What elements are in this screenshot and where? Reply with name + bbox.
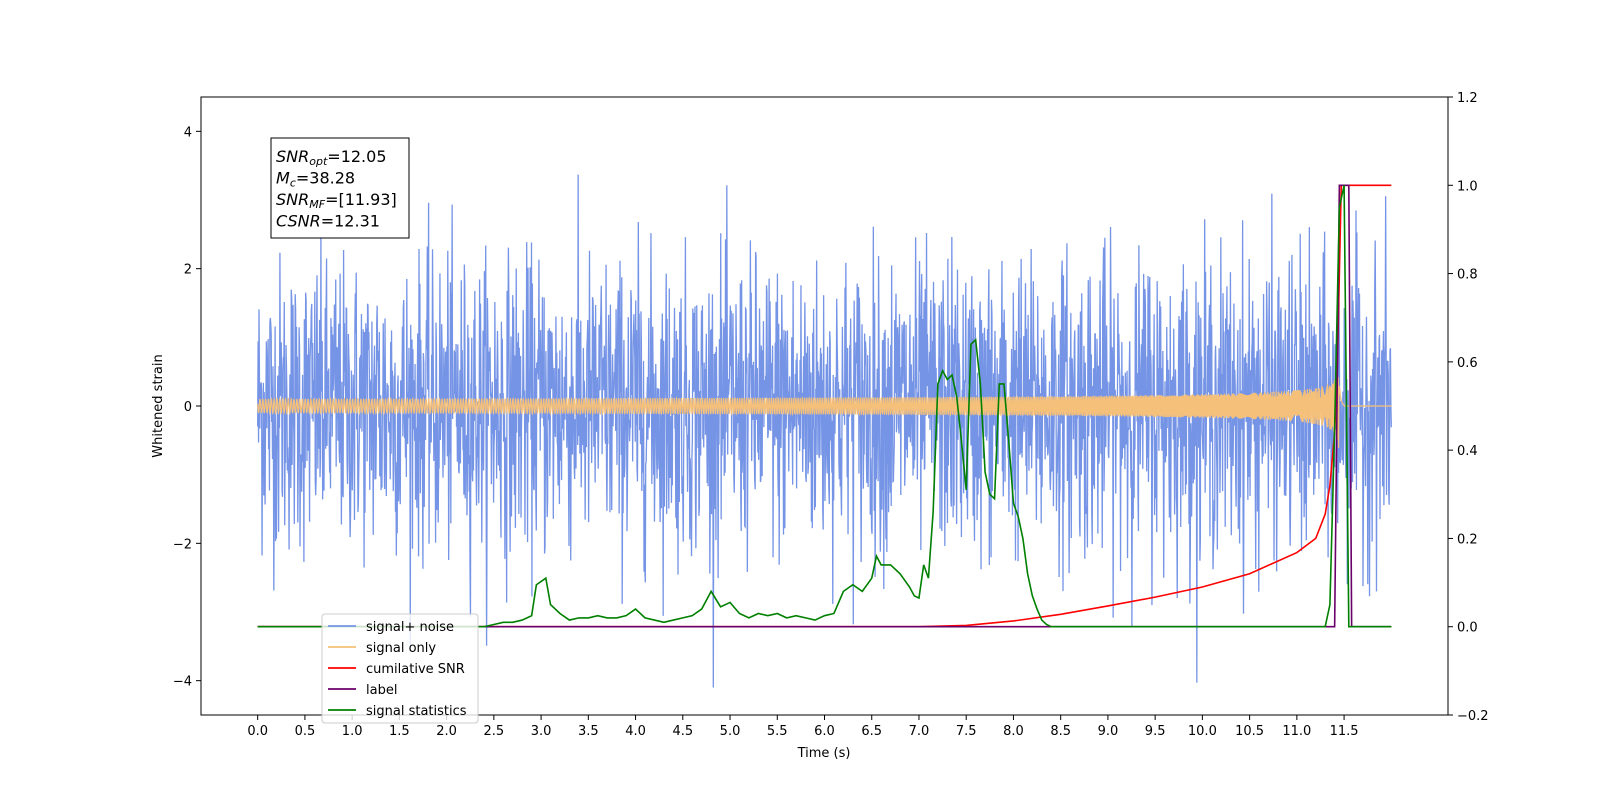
y2-tick-label: 0.8 bbox=[1457, 268, 1478, 283]
y-axis-left: −4 −2 0 2 4 bbox=[173, 125, 201, 690]
x-tick-label: 4.0 bbox=[625, 724, 646, 739]
annotation-value: =12.05 bbox=[327, 147, 386, 166]
x-tick-label: 10.5 bbox=[1235, 724, 1264, 739]
y-tick-label: −4 bbox=[173, 675, 192, 690]
x-tick-label: 7.5 bbox=[956, 724, 977, 739]
y-axis-label: Whitened strain bbox=[151, 354, 166, 457]
legend-label: label bbox=[366, 683, 397, 698]
y-tick-label: −2 bbox=[173, 537, 192, 552]
x-tick-label: 9.5 bbox=[1145, 724, 1166, 739]
legend-label: signal statistics bbox=[366, 704, 467, 719]
x-tick-label: 6.0 bbox=[814, 724, 835, 739]
y-axis-right: −0.2 0.0 0.2 0.4 0.6 0.8 1.0 1.2 bbox=[1448, 91, 1489, 724]
legend-label: signal only bbox=[366, 641, 436, 656]
annotation-frame bbox=[270, 137, 410, 239]
x-tick-label: 1.0 bbox=[342, 724, 363, 739]
x-tick-label: 4.5 bbox=[672, 724, 693, 739]
x-tick-label: 3.5 bbox=[578, 724, 599, 739]
series-signal-statistics-line bbox=[257, 185, 1392, 628]
y2-tick-label: 0.4 bbox=[1457, 444, 1478, 459]
annotation-subscript: opt bbox=[309, 155, 328, 168]
x-tick-label: 2.5 bbox=[484, 724, 505, 739]
x-axis-label: Time (s) bbox=[797, 746, 851, 761]
plot-area bbox=[257, 174, 1392, 688]
x-tick-label: 6.5 bbox=[861, 724, 882, 739]
x-tick-label: 5.0 bbox=[720, 724, 741, 739]
x-tick-label: 11.5 bbox=[1330, 724, 1359, 739]
stats-annotation-box: SNRopt=12.05Mc=38.28SNRMF=[11.93]CSNR=12… bbox=[270, 137, 410, 239]
x-tick-label: 2.0 bbox=[436, 724, 457, 739]
x-tick-label: 0.0 bbox=[247, 724, 268, 739]
x-tick-label: 7.0 bbox=[909, 724, 930, 739]
y2-tick-label: 0.6 bbox=[1457, 356, 1478, 371]
x-tick-label: 1.5 bbox=[389, 724, 410, 739]
annotation-symbol: SNR bbox=[276, 147, 309, 166]
x-tick-label: 5.5 bbox=[767, 724, 788, 739]
annotation-line: SNRopt=12.05 bbox=[276, 147, 387, 168]
legend: signal+ noise signal only cumilative SNR la… bbox=[321, 613, 479, 724]
y2-tick-label: 0.0 bbox=[1457, 621, 1478, 636]
x-tick-label: 8.0 bbox=[1003, 724, 1024, 739]
annotation-line: SNRMF=[11.93] bbox=[276, 190, 397, 211]
y2-tick-label: −0.2 bbox=[1457, 709, 1489, 724]
x-tick-label: 3.0 bbox=[531, 724, 552, 739]
x-axis: 0.0 0.5 1.0 1.5 2.0 2.5 3.0 3.5 4.0 4.5 5.0 5.5 6.0 6… bbox=[247, 715, 1359, 739]
y-tick-label: 4 bbox=[184, 125, 192, 140]
legend-label: cumilative SNR bbox=[366, 662, 465, 677]
annotation-subscript: c bbox=[290, 177, 296, 190]
y2-tick-label: 1.0 bbox=[1457, 179, 1478, 194]
annotation-symbol: M bbox=[276, 169, 290, 188]
y-tick-label: 0 bbox=[184, 400, 192, 415]
annotation-subscript: MF bbox=[309, 198, 325, 211]
annotation-symbol: CSNR bbox=[276, 212, 321, 231]
annotation-value: =12.31 bbox=[321, 212, 380, 231]
series-signal-only-line bbox=[257, 377, 1392, 448]
annotation-value: =[11.93] bbox=[325, 190, 397, 209]
legend-frame bbox=[321, 613, 479, 724]
annotation-line: Mc=38.28 bbox=[276, 169, 355, 190]
y2-tick-label: 1.2 bbox=[1457, 91, 1478, 106]
y2-tick-label: 0.2 bbox=[1457, 532, 1478, 547]
annotation-value: =38.28 bbox=[296, 169, 355, 188]
x-tick-label: 9.0 bbox=[1098, 724, 1119, 739]
annotation-symbol: SNR bbox=[276, 190, 309, 209]
y-tick-label: 2 bbox=[184, 263, 192, 278]
x-tick-label: 11.0 bbox=[1282, 724, 1311, 739]
x-tick-label: 10.0 bbox=[1188, 724, 1217, 739]
x-tick-label: 0.5 bbox=[295, 724, 316, 739]
x-tick-label: 8.5 bbox=[1050, 724, 1071, 739]
annotation-line: CSNR=12.31 bbox=[276, 212, 380, 231]
legend-label: signal+ noise bbox=[366, 620, 454, 635]
